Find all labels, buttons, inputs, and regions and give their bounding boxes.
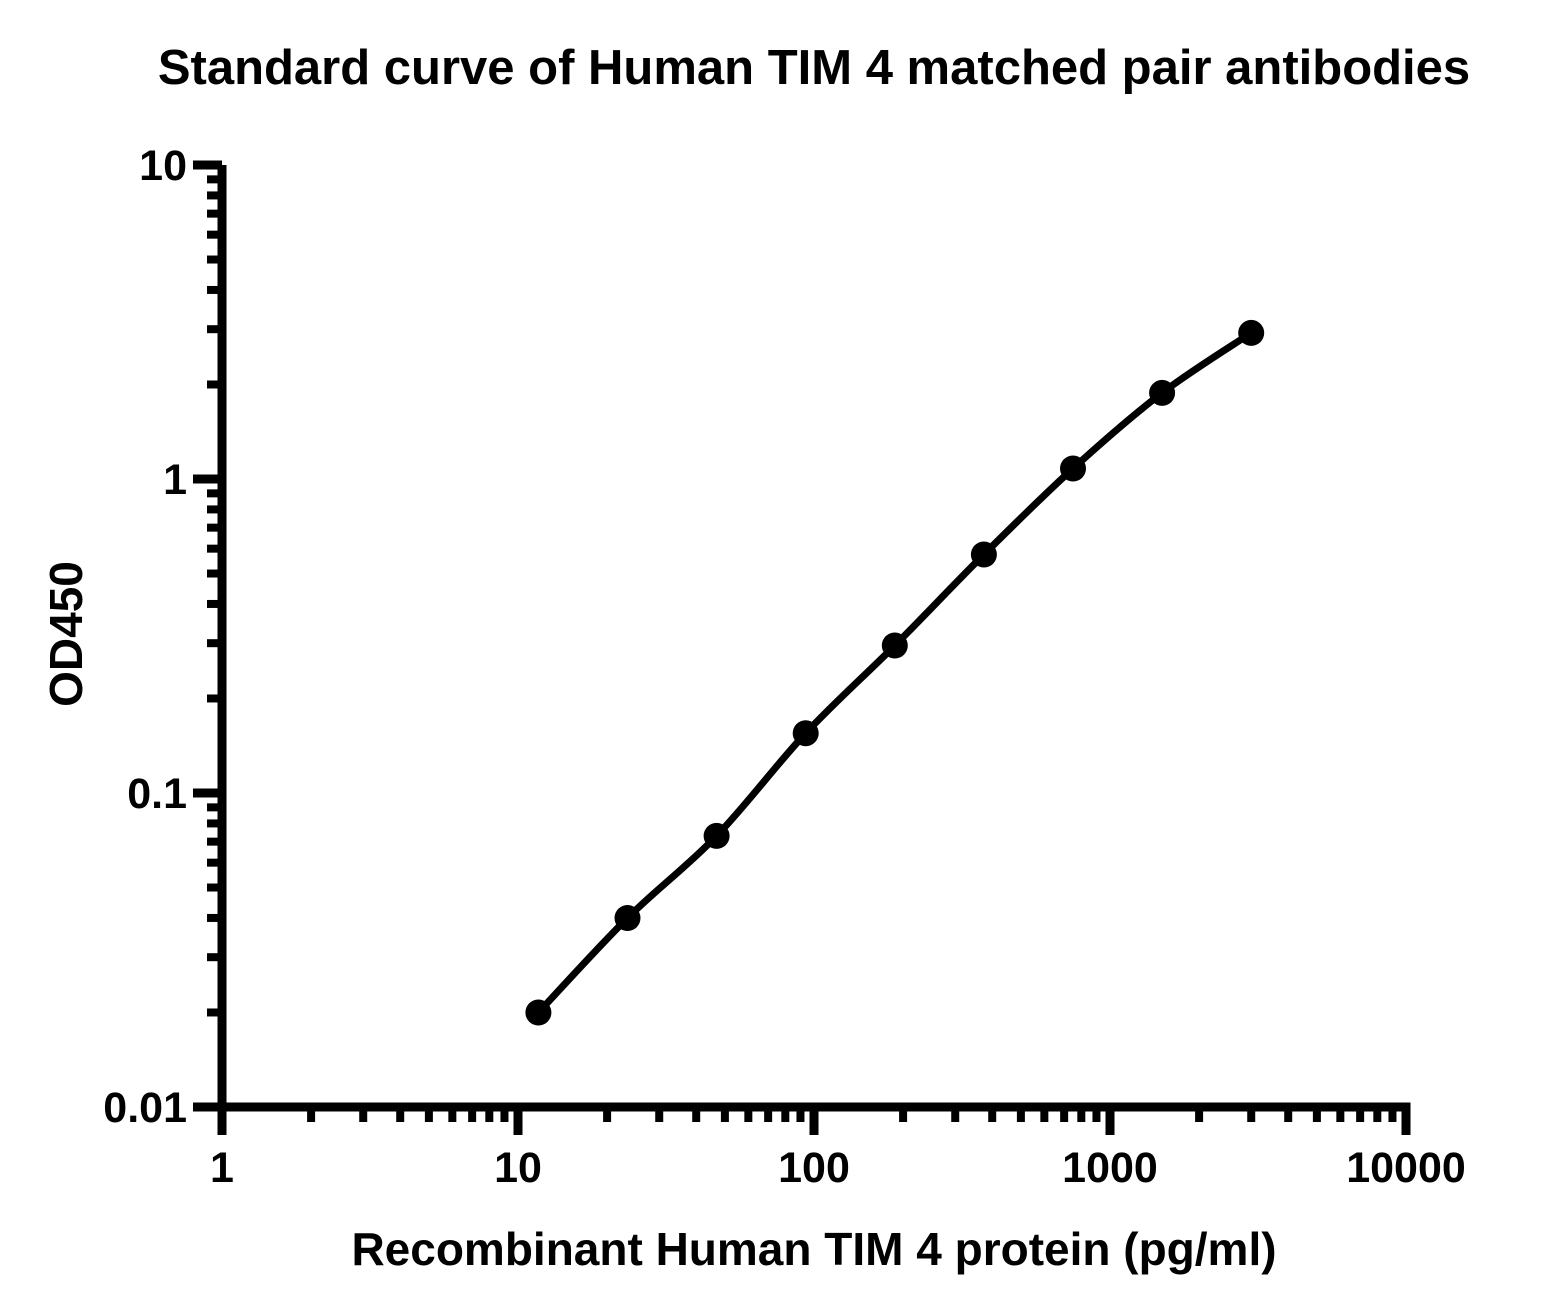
data-point-marker: [881, 632, 908, 659]
x-tick-label: 10000: [1346, 1144, 1466, 1192]
x-axis-title: Recombinant Human TIM 4 protein (pg/ml): [351, 1223, 1277, 1275]
x-tick-label: 1000: [1062, 1144, 1158, 1192]
data-point-marker: [614, 905, 641, 931]
data-point-marker: [1149, 379, 1176, 406]
x-tick-label: 1: [210, 1144, 234, 1192]
y-tick-label: 1: [163, 456, 187, 504]
y-tick-label: 0.1: [127, 770, 187, 818]
curve-line: [534, 329, 1255, 1016]
data-point-marker: [792, 720, 819, 747]
data-point-marker: [970, 541, 997, 568]
x-tick-label: 10: [494, 1144, 542, 1192]
data-point-marker: [703, 822, 730, 849]
y-tick-label: 10: [139, 142, 187, 190]
x-tick-label: 100: [778, 1144, 850, 1192]
data-point-marker: [1238, 319, 1265, 346]
data-point-marker: [1060, 455, 1086, 482]
chart-title: Standard curve of Human TIM 4 matched pa…: [157, 41, 1471, 95]
data-point-marker: [525, 999, 552, 1026]
y-tick-label: 0.01: [103, 1084, 187, 1132]
